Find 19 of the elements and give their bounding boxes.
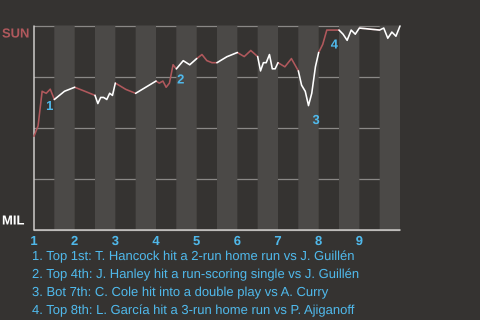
x-tick-label: 8 [315,233,322,248]
x-tick-label: 2 [71,233,78,248]
text: 4. Top 8th: L. García hit a 3-run home run vs P. Ajiganoff [32,302,355,317]
text: MIL [2,212,24,228]
x-tick-label: 9 [356,233,363,248]
x-tick-label: 7 [274,233,282,248]
annotation: 2 [177,71,184,86]
text: 3. Bot 7th: C. Cole hit into a double play vs A. Curry [32,284,329,299]
text: 2. Top 4th: J. Hanley hit a run-scoring single vs J. Guillén [32,266,360,281]
text: SUN [2,26,30,40]
x-tick-label: 1 [30,233,38,248]
x-tick-label: 5 [193,233,200,248]
annotation: 1 [46,98,54,113]
annotation: 4 [330,36,339,52]
x-tick-label: 6 [234,233,241,248]
x-tick-label: 3 [112,233,119,248]
annotation: 3 [312,112,320,128]
text: 1. Top 1st: T. Hancock hit a 2-run home run vs J. Guillén [32,248,355,263]
x-tick-label: 4 [152,233,160,248]
